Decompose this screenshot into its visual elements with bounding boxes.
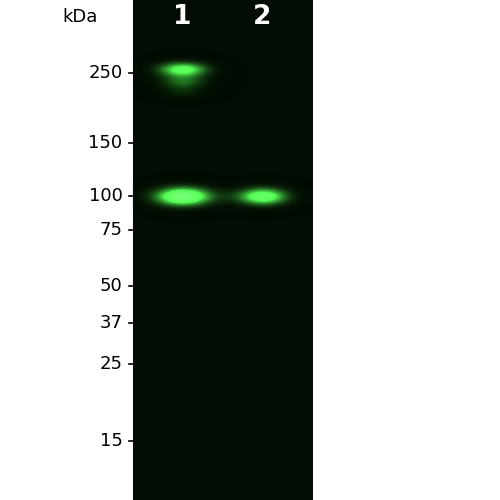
Text: 1: 1 bbox=[174, 4, 192, 30]
Text: 75: 75 bbox=[100, 221, 122, 239]
Text: 37: 37 bbox=[100, 314, 122, 332]
Text: 50: 50 bbox=[100, 277, 122, 295]
Text: 2: 2 bbox=[254, 4, 272, 30]
Text: 150: 150 bbox=[88, 134, 122, 152]
Text: 250: 250 bbox=[88, 64, 122, 82]
Text: 100: 100 bbox=[88, 187, 122, 205]
Text: 15: 15 bbox=[100, 432, 122, 450]
Text: 25: 25 bbox=[100, 355, 122, 373]
Text: kDa: kDa bbox=[62, 8, 98, 26]
Bar bbox=[132, 0, 312, 500]
